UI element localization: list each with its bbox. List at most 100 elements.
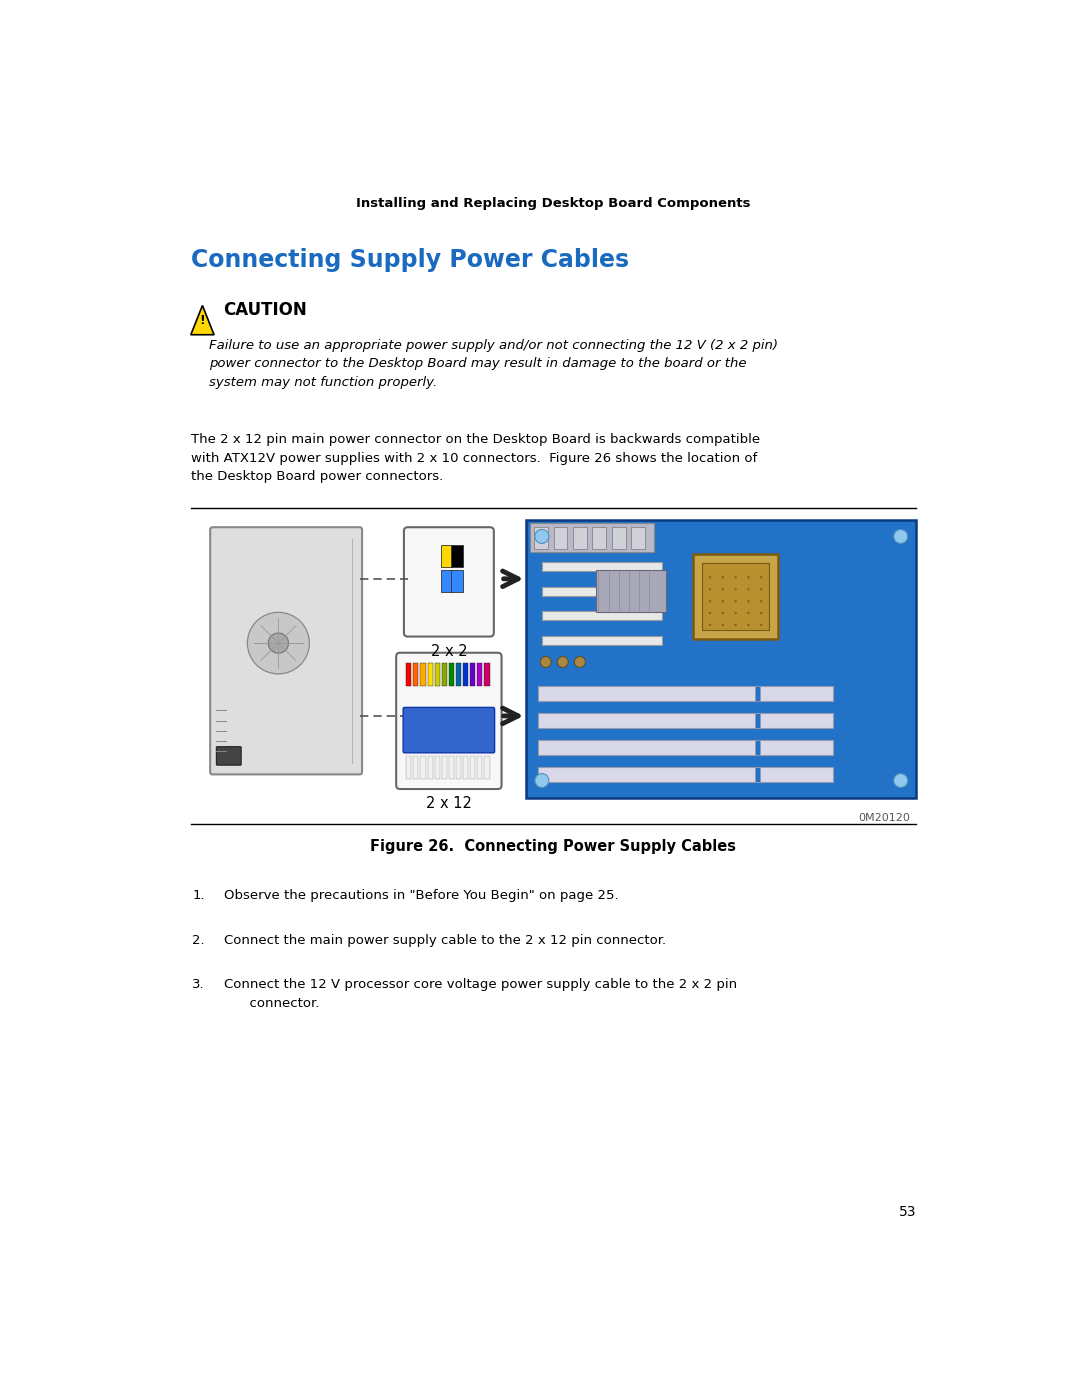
Bar — [442, 756, 447, 780]
Circle shape — [721, 576, 724, 578]
Bar — [542, 610, 662, 620]
Circle shape — [747, 624, 750, 626]
Bar — [693, 555, 779, 638]
Bar — [611, 527, 625, 549]
Text: !: ! — [200, 314, 205, 327]
Bar — [538, 686, 833, 701]
Bar — [538, 740, 833, 756]
Bar — [470, 756, 475, 780]
Circle shape — [760, 624, 762, 626]
Bar — [542, 562, 662, 571]
Bar — [592, 527, 606, 549]
Bar — [441, 545, 454, 567]
Polygon shape — [191, 306, 214, 335]
Circle shape — [708, 599, 712, 602]
Circle shape — [760, 612, 762, 615]
Circle shape — [535, 774, 549, 788]
Bar — [572, 527, 586, 549]
Circle shape — [540, 657, 551, 668]
Bar — [470, 662, 475, 686]
Bar — [420, 756, 426, 780]
Circle shape — [734, 588, 737, 591]
Text: Failure to use an appropriate power supply and/or not connecting the 12 V (2 x 2: Failure to use an appropriate power supp… — [208, 338, 778, 388]
Circle shape — [557, 657, 568, 668]
Text: Figure 26.  Connecting Power Supply Cables: Figure 26. Connecting Power Supply Cable… — [370, 840, 737, 854]
Bar — [414, 756, 418, 780]
Circle shape — [734, 599, 737, 602]
Circle shape — [247, 612, 309, 673]
Circle shape — [747, 612, 750, 615]
Bar — [596, 570, 666, 612]
Text: Connecting Supply Power Cables: Connecting Supply Power Cables — [191, 249, 629, 272]
Bar — [414, 662, 418, 686]
FancyBboxPatch shape — [396, 652, 501, 789]
Text: 0M20120: 0M20120 — [859, 813, 910, 823]
Text: The 2 x 12 pin main power connector on the Desktop Board is backwards compatible: The 2 x 12 pin main power connector on t… — [191, 433, 760, 483]
Bar — [441, 570, 454, 592]
FancyBboxPatch shape — [211, 527, 362, 774]
Text: Connect the 12 V processor core voltage power supply cable to the 2 x 2 pin
    : Connect the 12 V processor core voltage … — [225, 978, 738, 1010]
Circle shape — [734, 624, 737, 626]
Text: 1.: 1. — [192, 888, 205, 902]
Circle shape — [894, 774, 907, 788]
Bar — [477, 756, 483, 780]
Bar — [477, 662, 483, 686]
Circle shape — [708, 588, 712, 591]
Circle shape — [734, 576, 737, 578]
Bar — [428, 756, 433, 780]
Bar — [755, 767, 759, 782]
Bar — [428, 662, 433, 686]
FancyBboxPatch shape — [216, 746, 241, 766]
FancyBboxPatch shape — [403, 707, 495, 753]
Bar — [631, 527, 645, 549]
Circle shape — [747, 576, 750, 578]
Bar — [485, 756, 489, 780]
Bar — [434, 756, 440, 780]
Text: 53: 53 — [899, 1204, 916, 1218]
Bar — [542, 636, 662, 645]
Circle shape — [708, 624, 712, 626]
Bar — [442, 662, 447, 686]
Text: Connect the main power supply cable to the 2 x 12 pin connector.: Connect the main power supply cable to t… — [225, 933, 666, 947]
Circle shape — [708, 612, 712, 615]
Circle shape — [721, 599, 724, 602]
Circle shape — [721, 588, 724, 591]
Bar — [449, 756, 454, 780]
Bar — [450, 570, 463, 592]
Bar — [538, 712, 833, 728]
Text: 2 x 2: 2 x 2 — [431, 644, 468, 658]
Bar — [755, 686, 759, 701]
Bar — [449, 662, 454, 686]
Text: 2.: 2. — [192, 933, 205, 947]
Bar — [755, 712, 759, 728]
Circle shape — [894, 529, 907, 543]
Text: Observe the precautions in "Before You Begin" on page 25.: Observe the precautions in "Before You B… — [225, 888, 619, 902]
Bar — [702, 563, 769, 630]
Bar — [463, 662, 469, 686]
Circle shape — [734, 612, 737, 615]
Bar — [463, 756, 469, 780]
Circle shape — [708, 576, 712, 578]
Circle shape — [747, 599, 750, 602]
Circle shape — [575, 657, 585, 668]
Bar — [755, 740, 759, 756]
Text: CAUTION: CAUTION — [224, 302, 307, 319]
FancyBboxPatch shape — [404, 527, 494, 637]
Bar — [420, 662, 426, 686]
Bar — [406, 756, 411, 780]
Text: Installing and Replacing Desktop Board Components: Installing and Replacing Desktop Board C… — [356, 197, 751, 210]
Bar — [456, 756, 461, 780]
Bar — [526, 520, 916, 798]
Bar — [542, 587, 662, 595]
Bar — [485, 662, 489, 686]
Bar — [406, 662, 411, 686]
Bar — [554, 527, 567, 549]
Bar — [456, 662, 461, 686]
Text: 2 x 12: 2 x 12 — [426, 796, 472, 812]
Circle shape — [721, 624, 724, 626]
Circle shape — [535, 529, 549, 543]
Text: 3.: 3. — [192, 978, 205, 992]
Circle shape — [268, 633, 288, 654]
Circle shape — [760, 599, 762, 602]
Circle shape — [747, 588, 750, 591]
